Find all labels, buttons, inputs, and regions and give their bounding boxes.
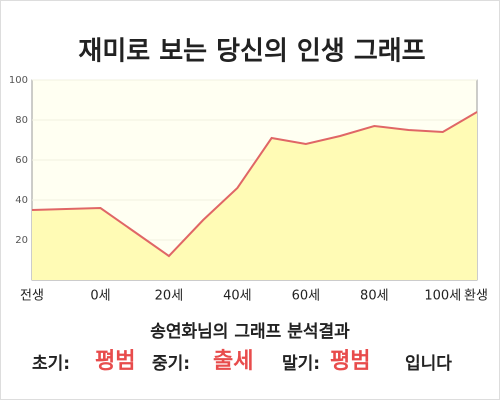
x-tick-label: 20세 — [155, 289, 184, 304]
result-heading: 송연화님의 그래프 분석결과 — [150, 322, 350, 342]
y-tick-label: 60 — [15, 155, 28, 166]
result-value: 출세 — [213, 349, 253, 374]
result-label: 초기: — [32, 354, 70, 374]
x-tick-label: 환생 — [464, 289, 488, 304]
x-tick-label: 전생 — [20, 289, 44, 304]
result-value: 평범 — [330, 349, 370, 374]
x-tick-label: 80세 — [360, 289, 389, 304]
y-tick-label: 100 — [9, 75, 28, 86]
x-tick-label: 100세 — [424, 289, 461, 304]
result-label: 말기: — [282, 353, 320, 374]
result-suffix: 입니다 — [405, 354, 452, 374]
y-tick-label: 80 — [15, 115, 28, 126]
result-label: 중기: — [152, 354, 190, 374]
x-tick-label: 60세 — [292, 289, 321, 304]
chart-title: 재미로 보는 당신의 인생 그래프 — [78, 37, 425, 67]
y-tick-label: 20 — [15, 235, 28, 246]
x-tick-label: 40세 — [223, 289, 252, 304]
result-value: 평범 — [95, 349, 135, 374]
line — [31, 111, 478, 258]
x-tick-label: 0세 — [90, 289, 110, 304]
y-tick-label: 40 — [15, 195, 28, 206]
